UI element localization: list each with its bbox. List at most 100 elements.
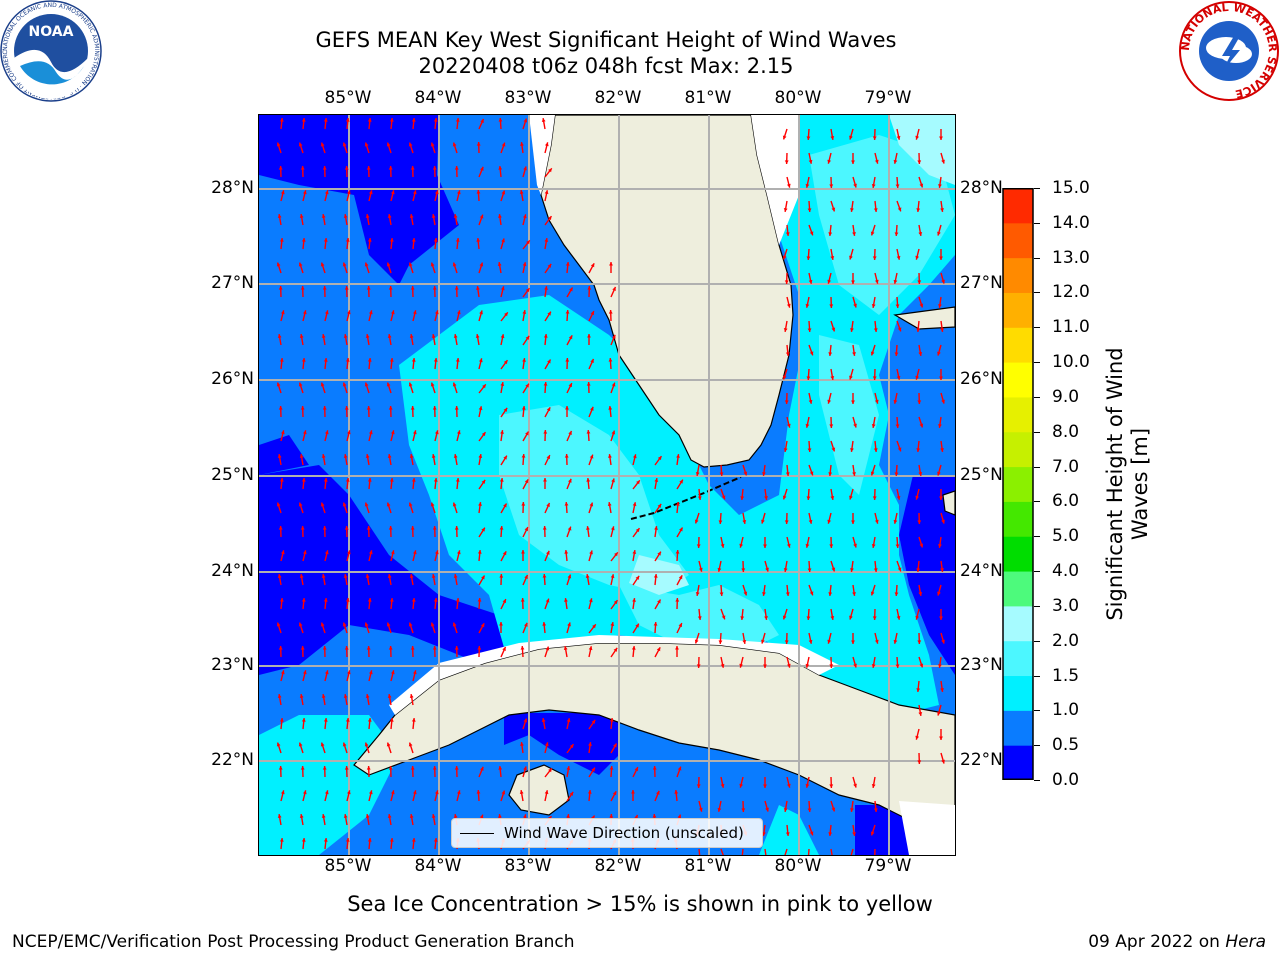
wave-arrow-head [541, 118, 546, 122]
wave-arrow-head [278, 166, 283, 170]
wave-arrow-head [741, 568, 746, 572]
wave-arrow-head [743, 591, 748, 596]
wave-arrow-head [477, 550, 482, 554]
wave-arrow-head [939, 376, 943, 380]
wave-arrow-head [523, 118, 528, 123]
wave-arrow-head [364, 382, 369, 387]
wave-arrow-shaft [698, 848, 701, 855]
wave-arrow-shaft [764, 848, 767, 855]
wave-arrow-head [389, 478, 394, 482]
wave-arrow-head [807, 808, 812, 812]
wave-arrow-head [871, 424, 876, 428]
wave-arrow-head [941, 159, 945, 164]
colorbar-segment [1003, 327, 1033, 363]
wave-arrow-head [432, 526, 437, 530]
wave-arrow-head [412, 790, 417, 795]
lon-label-top: 80°W [774, 88, 822, 108]
wave-arrow-head [389, 238, 394, 242]
colorbar-title: Significant Height of Wind Waves [m] [1103, 284, 1153, 684]
wave-arrow-head [298, 382, 303, 387]
wave-arrow-head [300, 286, 305, 290]
wave-arrow-head [567, 526, 572, 531]
wave-arrow-head [762, 592, 766, 596]
wave-arrow-head [721, 495, 726, 500]
wave-arrow-head [893, 639, 898, 644]
wave-arrow-head [654, 526, 658, 530]
wave-arrow-head [366, 406, 371, 410]
wave-arrow-head [367, 718, 372, 722]
wave-arrow-head [918, 472, 923, 476]
wave-arrow-head [280, 550, 285, 555]
wave-arrow-head [782, 375, 787, 380]
wave-arrow-head [917, 400, 922, 404]
wave-arrow-head [939, 136, 943, 140]
wave-arrow-head [765, 807, 769, 812]
wave-arrow-head [566, 718, 571, 723]
wave-arrow-head [762, 832, 766, 836]
wave-arrow-head [322, 286, 327, 290]
wave-arrow-head [388, 646, 393, 650]
wave-arrow-head [410, 406, 415, 410]
wave-arrow-head [853, 303, 857, 308]
wave-arrow-head [827, 639, 832, 644]
wave-arrow-head [830, 616, 835, 620]
wave-arrow-head [521, 550, 525, 554]
wave-arrow-head [652, 766, 657, 770]
wave-arrow-head [919, 543, 924, 548]
wave-arrow-head [411, 238, 416, 242]
wave-arrow-head [830, 496, 835, 500]
wave-arrow-head [322, 526, 327, 530]
wave-arrow-head [873, 208, 878, 212]
wave-arrow-head [500, 430, 504, 434]
wave-arrow-head [939, 496, 943, 500]
colorbar [1002, 188, 1034, 780]
wave-arrow-head [388, 406, 393, 410]
wave-arrow-head [563, 646, 568, 650]
wave-arrow-head [763, 544, 767, 548]
wave-arrow-head [569, 744, 574, 749]
wave-arrow-head [806, 616, 811, 620]
wave-arrow-head [743, 471, 748, 476]
wave-arrow-head [433, 358, 438, 362]
wave-arrow-head [917, 160, 922, 164]
wave-arrow-head [765, 567, 769, 572]
wave-arrow-head [806, 256, 811, 260]
wave-arrow-head [502, 551, 507, 556]
colorbar-tick-mark [1034, 536, 1040, 538]
wave-arrow-head [501, 190, 506, 195]
wave-arrow-head [590, 406, 594, 411]
wave-arrow-head [431, 334, 436, 338]
wave-arrow-head [366, 286, 371, 290]
colorbar-tick-label: 13.0 [1052, 247, 1090, 268]
wave-arrow-head [941, 519, 945, 524]
colorbar-tick-mark [1034, 431, 1040, 433]
wave-arrow-head [498, 118, 503, 122]
wave-arrow-head [830, 136, 835, 140]
wave-arrow-head [740, 616, 745, 620]
colorbar-tick-mark [1034, 501, 1040, 503]
map-legend: Wind Wave Direction (unscaled) [451, 818, 763, 848]
wave-arrow-head [717, 567, 722, 572]
wave-arrow-head [298, 262, 303, 267]
wave-arrow-head [346, 670, 351, 675]
wave-arrow-head [827, 159, 832, 164]
wave-arrow-head [675, 598, 680, 602]
wave-arrow-head [453, 334, 458, 338]
wave-arrow-head [367, 478, 372, 482]
wave-arrow-head [545, 598, 550, 603]
wave-arrow-head [503, 503, 507, 508]
wave-arrow-head [345, 598, 350, 602]
wave-arrow-head [434, 790, 439, 795]
wave-arrow-head [320, 142, 325, 147]
colorbar-segment [1003, 362, 1033, 398]
wave-arrow-head [433, 118, 438, 122]
wave-arrow-head [410, 286, 415, 290]
wave-arrow-head [849, 375, 853, 380]
colorbar-tick-mark [1034, 640, 1040, 642]
wave-arrow-head [455, 238, 460, 242]
wave-arrow-head [940, 208, 944, 212]
wave-arrow-head [871, 184, 876, 188]
wave-arrow-head [718, 640, 723, 644]
wave-arrow-head [500, 286, 505, 291]
wave-arrow-head [412, 430, 417, 435]
